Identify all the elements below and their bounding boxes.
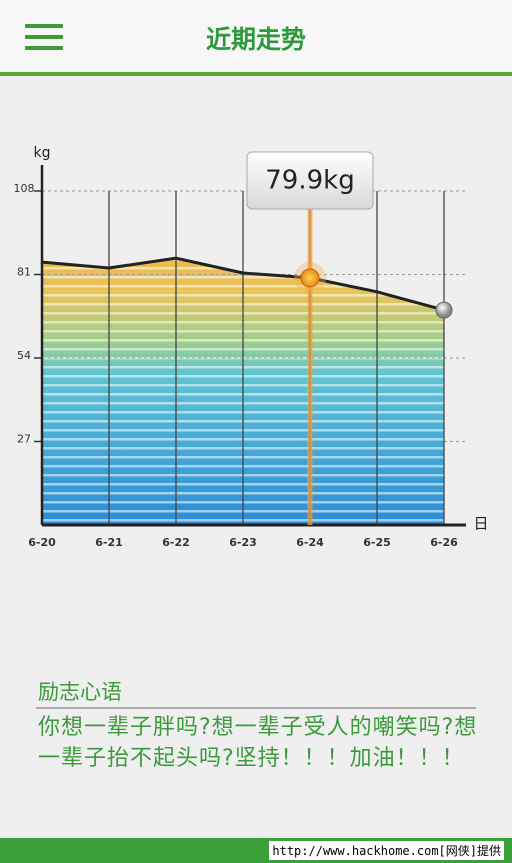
x-tick-label: 6-23 <box>229 536 257 549</box>
footer-text: http://www.hackhome.com[网侠]提供 <box>269 841 504 860</box>
y-tick-label: 81 <box>17 266 31 279</box>
y-tick-label: 108 <box>14 182 35 195</box>
menu-button[interactable] <box>20 20 68 54</box>
x-tick-label: 6-22 <box>162 536 190 549</box>
chart: 27 54 81 108 6-20 6-21 6-22 6-23 6-24 6-25 6-26 kg 日… <box>14 145 489 549</box>
y-tick-label: 27 <box>17 433 31 446</box>
divider <box>36 707 476 709</box>
motto-title: 励志心语 <box>38 680 122 704</box>
menu-icon <box>25 24 63 28</box>
point <box>300 268 320 288</box>
menu-icon <box>25 46 63 50</box>
y-axis-label: kg <box>34 145 51 161</box>
callout <box>246 151 374 210</box>
motto-text: 你想一辈子胖吗?想一辈子受人的嘲笑吗?想一辈子抬不起头吗?坚持！！！加油！！！ <box>38 715 478 771</box>
menu-icon <box>25 35 63 39</box>
x-tick-label: 6-25 <box>363 536 391 549</box>
y-tick-label: 54 <box>17 349 31 362</box>
x-tick-label: 6-21 <box>95 536 123 549</box>
footer: http://www.hackhome.com[网侠]提供 <box>0 838 512 863</box>
x-tick-label: 6-24 <box>296 536 324 549</box>
header-title: 近期走势 <box>205 25 306 54</box>
x-tick-label: 6-20 <box>28 536 56 549</box>
x-axis-label: 日 <box>473 515 488 533</box>
header: 近期走势 <box>0 0 512 76</box>
x-tick-label: 6-26 <box>430 536 458 549</box>
point <box>435 301 453 319</box>
line <box>41 256 445 312</box>
value-label: 79.9kg <box>265 166 354 196</box>
